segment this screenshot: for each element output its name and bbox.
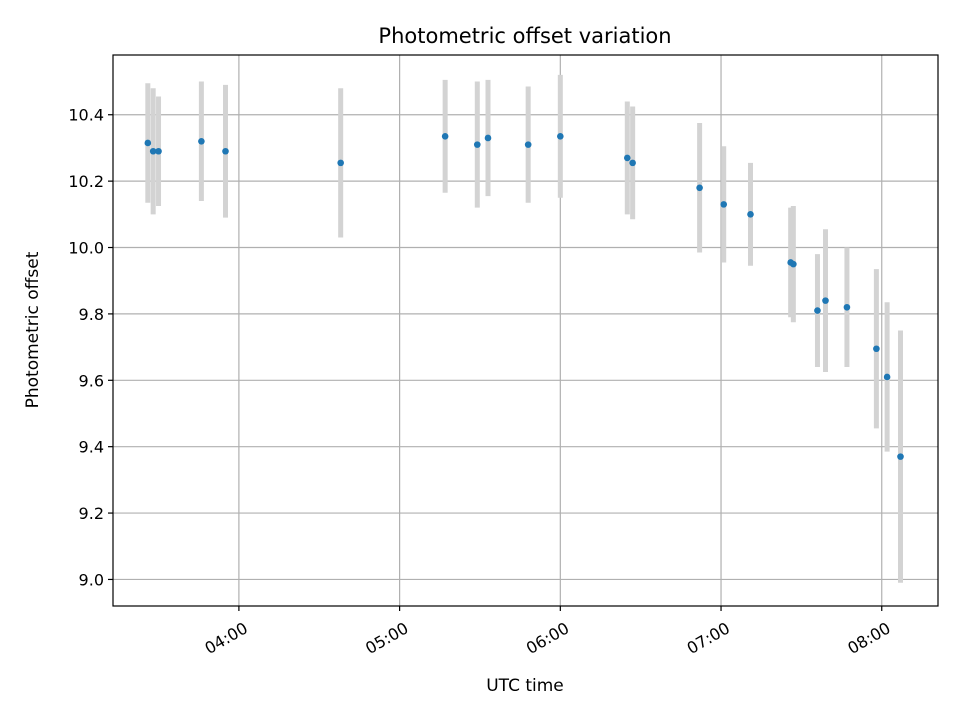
y-tick-label: 10.4	[68, 106, 104, 125]
data-point	[441, 133, 449, 140]
data-point	[696, 184, 703, 192]
data-point	[155, 147, 162, 155]
x-tick-label: 07:00	[684, 618, 733, 658]
data-points	[144, 133, 904, 460]
error-bars	[145, 74, 903, 583]
y-tick-label: 10.2	[68, 172, 104, 191]
grid-lines	[113, 55, 938, 606]
data-point	[843, 303, 851, 311]
data-point	[747, 211, 754, 218]
data-point	[484, 134, 492, 142]
x-tick-label: 06:00	[523, 618, 572, 658]
data-point	[897, 453, 904, 460]
data-point	[149, 147, 157, 155]
y-axis-ticks: 9.0 9.2 9.4 9.6 9.8 10.0 10.2 10.4	[68, 106, 113, 589]
chart-title: Photometric offset variation	[378, 24, 671, 48]
data-point	[473, 141, 481, 148]
data-point	[790, 260, 797, 268]
data-point	[873, 345, 880, 353]
y-tick-label: 9.8	[79, 305, 104, 324]
y-tick-label: 9.4	[79, 438, 104, 457]
x-tick-label: 04:00	[201, 618, 250, 658]
y-tick-label: 10.0	[68, 239, 104, 258]
data-point	[144, 139, 152, 147]
y-tick-label: 9.2	[79, 504, 104, 523]
data-point	[623, 154, 631, 162]
x-tick-label: 05:00	[362, 618, 411, 658]
plot-area-frame	[112, 54, 939, 607]
data-point	[524, 141, 532, 148]
data-point	[557, 133, 564, 140]
data-point	[629, 159, 636, 167]
data-point	[814, 307, 821, 314]
data-point	[198, 138, 205, 145]
data-point	[222, 147, 229, 155]
y-tick-label: 9.0	[79, 570, 104, 589]
data-point	[822, 297, 829, 304]
y-tick-label: 9.6	[79, 371, 104, 390]
y-axis-label: Photometric offset	[23, 251, 43, 408]
data-point	[883, 373, 891, 381]
x-axis-ticks: 04:00 05:00 06:00 07:00 08:00	[201, 606, 894, 658]
x-axis-label: UTC time	[486, 676, 564, 696]
x-tick-label: 08:00	[844, 618, 893, 658]
data-point	[337, 159, 344, 167]
data-point	[720, 201, 728, 208]
